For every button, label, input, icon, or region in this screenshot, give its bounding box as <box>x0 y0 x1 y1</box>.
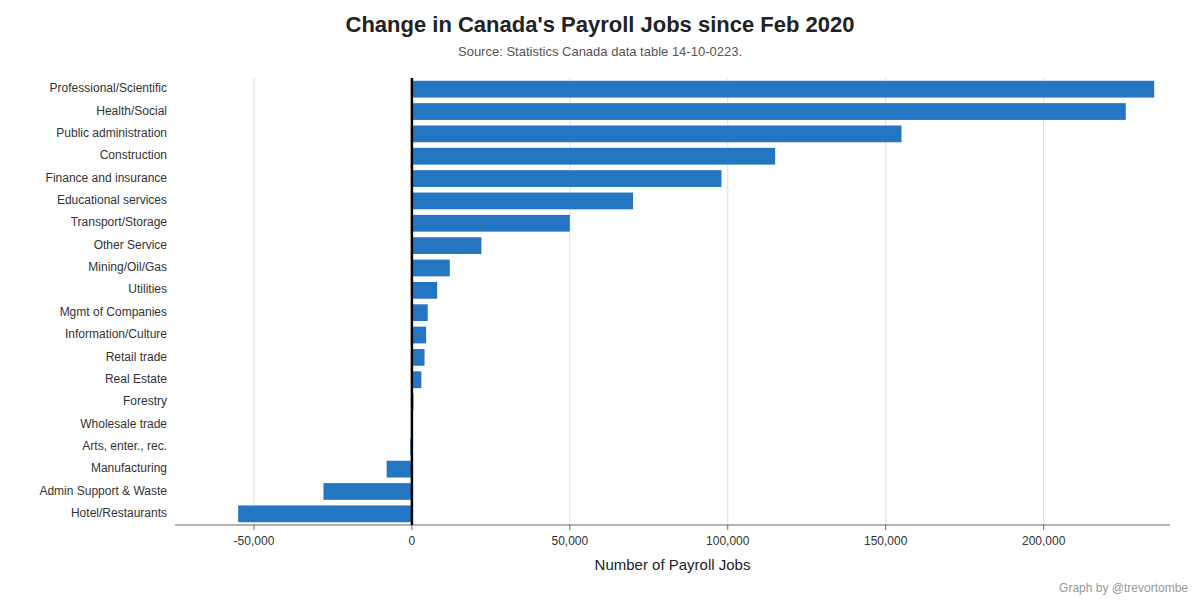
y-tick-labels: Professional/Scientific Health/Social Publ… <box>39 81 167 520</box>
bar <box>412 282 437 299</box>
bar <box>412 260 450 277</box>
category-label: Public administration <box>56 126 167 140</box>
grid-line <box>253 78 254 525</box>
category-label: Forestry <box>123 394 167 408</box>
chart-svg: -50,000 0 50,000 100,000 150,000 200,000 Profe… <box>0 0 1200 600</box>
grid <box>254 78 1044 525</box>
x-axis-line <box>175 525 1170 526</box>
category-label: Admin Support & Waste <box>39 484 167 498</box>
tick-label: 0 <box>409 534 416 548</box>
category-label: Other Service <box>94 238 168 252</box>
x-ticks: -50,000 0 50,000 100,000 150,000 200,000 <box>234 525 1066 548</box>
subtitle: Source: Statistics Canada data table 14-… <box>458 44 742 59</box>
category-label: Mgmt of Companies <box>60 305 167 319</box>
tick-mark <box>1043 525 1044 530</box>
tick-label: 200,000 <box>1022 534 1066 548</box>
chart-container: -50,000 0 50,000 100,000 150,000 200,000 Profe… <box>0 0 1200 600</box>
grid-line <box>569 78 570 525</box>
bar <box>387 461 412 478</box>
bar <box>412 193 633 210</box>
tick-mark <box>411 525 412 530</box>
bar <box>412 304 428 321</box>
tick-label: 150,000 <box>864 534 908 548</box>
category-label: Professional/Scientific <box>50 81 167 95</box>
bars <box>238 81 1154 522</box>
category-label: Real Estate <box>105 372 167 386</box>
category-label: Construction <box>100 148 167 162</box>
bar <box>412 327 426 344</box>
category-label: Mining/Oil/Gas <box>88 260 167 274</box>
category-label: Transport/Storage <box>71 215 168 229</box>
grid-line <box>727 78 728 525</box>
bar <box>412 148 775 165</box>
title: Change in Canada's Payroll Jobs since Fe… <box>346 12 855 37</box>
bar <box>412 170 722 187</box>
grid-line <box>885 78 886 525</box>
tick-mark <box>727 525 728 530</box>
tick-label: 50,000 <box>551 534 588 548</box>
bar <box>412 125 902 142</box>
grid-line <box>411 78 412 525</box>
category-label: Wholesale trade <box>80 417 167 431</box>
bar <box>323 483 411 500</box>
grid-line <box>1043 78 1044 525</box>
tick-label: -50,000 <box>234 534 275 548</box>
bar <box>412 237 481 254</box>
tick-mark <box>885 525 886 530</box>
attribution: Graph by @trevortombe <box>1059 581 1188 595</box>
x-axis-label: Number of Payroll Jobs <box>595 556 751 573</box>
tick-mark <box>253 525 254 530</box>
bar <box>238 505 412 522</box>
category-label: Information/Culture <box>65 327 167 341</box>
bar <box>412 103 1126 120</box>
category-label: Utilities <box>128 282 167 296</box>
bar <box>412 371 421 388</box>
tick-mark <box>569 525 570 530</box>
category-label: Manufacturing <box>91 461 167 475</box>
bar <box>412 215 570 232</box>
bar <box>412 81 1154 98</box>
tick-label: 100,000 <box>706 534 750 548</box>
category-label: Retail trade <box>106 350 168 364</box>
category-label: Finance and insurance <box>46 171 168 185</box>
category-label: Arts, enter., rec. <box>82 439 167 453</box>
category-label: Health/Social <box>96 104 167 118</box>
bar <box>412 349 425 366</box>
category-label: Educational services <box>57 193 167 207</box>
zero-line <box>411 78 414 525</box>
category-label: Hotel/Restaurants <box>71 506 167 520</box>
